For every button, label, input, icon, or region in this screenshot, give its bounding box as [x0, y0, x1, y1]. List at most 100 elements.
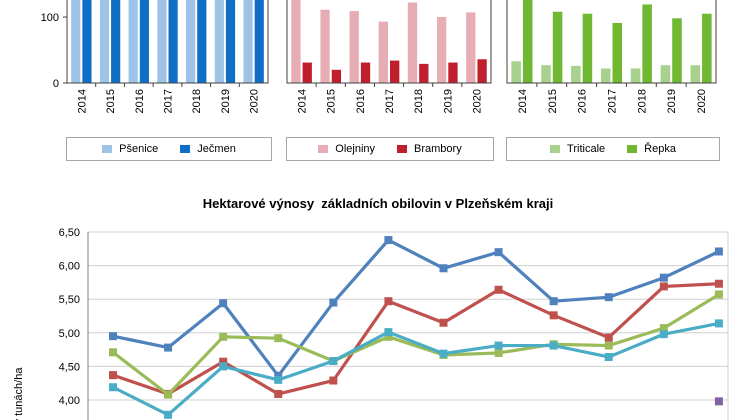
series-marker [384, 328, 393, 337]
series-marker [494, 285, 503, 294]
series-marker [329, 376, 338, 385]
line-series-1 [109, 236, 723, 380]
y-gridlines [87, 231, 729, 420]
bar-pšenice-2017 [157, 0, 167, 83]
series-marker [714, 247, 723, 256]
bar-pšenice-2015 [99, 0, 110, 83]
yield-line-chart: Hektarové výnosy základních obilovin v P… [13, 196, 729, 420]
series-line [112, 321, 720, 417]
legend-item: Olejniny [318, 143, 375, 155]
x-tick-label: 2018 [636, 89, 648, 113]
series-marker [219, 332, 228, 341]
y-tick-label: 6,50 [59, 227, 80, 239]
bar-olejniny-2017 [378, 21, 388, 83]
y-tick-label: 6,00 [59, 261, 80, 273]
bar-olejniny-2020 [466, 12, 476, 84]
bar-řepka-2020 [702, 13, 712, 84]
bar-ječmen-2015 [111, 0, 121, 83]
bar-řepka-2017 [612, 22, 623, 83]
series-marker [384, 236, 393, 245]
bar-řepka-2015 [552, 11, 563, 83]
bar-řepka-2014 [522, 0, 533, 83]
series-marker [659, 282, 668, 291]
bar-brambory-2020 [477, 59, 487, 83]
bar-brambory-2015 [331, 69, 342, 83]
bar-pšenice-2020 [243, 0, 253, 83]
legend-panel-2: Triticale Řepka [506, 137, 720, 161]
legend-label-barley: Ječmen [197, 143, 236, 155]
series-marker [384, 332, 393, 341]
plot-frame [286, 0, 492, 84]
legend-item: Ječmen [180, 143, 236, 155]
legend-swatch-barley [180, 145, 191, 153]
bar-triticale-2014 [511, 61, 521, 83]
legend-swatch-oilseeds [318, 145, 329, 153]
series-marker [714, 290, 723, 299]
x-tick-label: 2016 [577, 89, 589, 113]
x-tick-label: 2014 [517, 89, 529, 113]
legend-item: Triticale [550, 143, 605, 155]
line-series-2 [109, 279, 723, 398]
series-marker [109, 371, 117, 380]
bar-řepka-2019 [672, 18, 682, 83]
series-marker [494, 248, 503, 257]
x-tick-label: 2019 [442, 89, 454, 113]
line-series-5 [714, 397, 723, 406]
bar-olejniny-2014 [291, 0, 301, 83]
bar-olejniny-2015 [320, 9, 330, 84]
bar-pšenice-2016 [128, 0, 138, 83]
x-tick-label: 2019 [666, 89, 678, 113]
bar-pšenice-2014 [71, 0, 81, 83]
series-line [112, 238, 720, 378]
bar-panel-triticale-rapeseed: 2014 2015 2016 2017 2018 2019 2020 [506, 0, 717, 113]
legend-label-wheat: Pšenice [119, 143, 159, 155]
bar-ječmen-2017 [168, 0, 178, 83]
y-tick-label: 0 [53, 78, 59, 90]
bar-ječmen-2014 [82, 0, 92, 83]
bar-triticale-2020 [690, 65, 701, 83]
series-marker [494, 348, 503, 357]
legend-item: Pšenice [102, 143, 158, 155]
legend-panel-0: Pšenice Ječmen [66, 137, 272, 161]
series-marker [549, 311, 558, 320]
series-marker [274, 389, 283, 398]
y-tick-label: 5,00 [59, 328, 80, 340]
x-tick-label: 2015 [105, 89, 117, 113]
chart-title: Hektarové výnosy základních obilovin v P… [203, 196, 553, 211]
y-tick-labels: 4,00 4,50 5,00 5,50 6,00 6,50 [59, 227, 80, 407]
series-marker [604, 352, 613, 361]
series-marker [274, 371, 283, 380]
bar-brambory-2016 [360, 62, 371, 83]
series-marker [439, 318, 448, 327]
x-tick-label: 2020 [696, 89, 708, 113]
series-marker [164, 410, 173, 419]
series-marker [109, 383, 117, 392]
bar-řepka-2018 [642, 4, 652, 84]
series-marker [219, 357, 228, 366]
bar-panel-wheat-barley: 0 100 2014 2015 2016 2017 2018 2019 2020 [41, 0, 269, 113]
series-marker [329, 357, 338, 366]
bar-triticale-2018 [630, 68, 641, 83]
line-series-4 [109, 319, 723, 419]
series-marker [439, 349, 448, 358]
bar-triticale-2015 [541, 65, 551, 83]
series-marker [494, 341, 503, 350]
series-marker [109, 348, 117, 357]
y-tick-label: 4,00 [59, 395, 80, 407]
series-marker [714, 279, 723, 288]
legend-item: Řepka [627, 143, 676, 155]
legend-swatch-rapeseed [627, 145, 638, 153]
bar-ječmen-2016 [139, 0, 149, 83]
plot-frame [506, 0, 717, 84]
y-axis-label: v tunách/ha [13, 367, 25, 420]
bar-brambory-2019 [448, 62, 458, 83]
bar-ječmen-2020 [254, 0, 264, 83]
series-marker [714, 397, 723, 406]
series-marker [604, 293, 613, 302]
bar-olejniny-2018 [407, 2, 418, 83]
legend-swatch-potatoes [397, 145, 408, 153]
x-tick-label: 2020 [249, 89, 261, 113]
series-marker [274, 334, 283, 343]
line-series-group [109, 236, 723, 419]
bar-triticale-2017 [600, 68, 611, 83]
